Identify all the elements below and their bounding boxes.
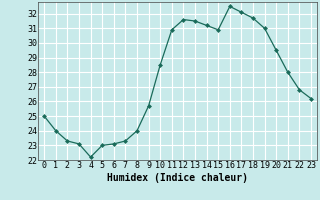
X-axis label: Humidex (Indice chaleur): Humidex (Indice chaleur) (107, 173, 248, 183)
